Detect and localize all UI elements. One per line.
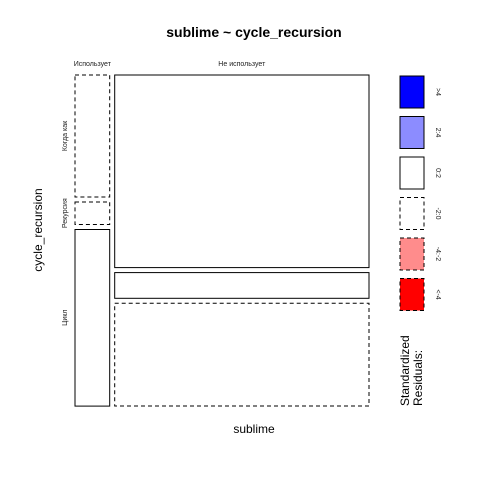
mosaic-cell-использует-когда-как bbox=[74, 74, 111, 198]
x-category-label-использует: Использует bbox=[74, 61, 112, 68]
legend-label-5: <-4 bbox=[434, 289, 441, 299]
y-category-label-рекурсия: Рекурсия bbox=[62, 198, 69, 228]
y-axis-label: cycle_recursion bbox=[31, 188, 45, 271]
legend-swatch-3 bbox=[399, 197, 425, 230]
legend-swatch-4 bbox=[399, 237, 425, 271]
legend-label-3: -2:0 bbox=[434, 207, 441, 219]
legend-swatch-2 bbox=[399, 156, 425, 190]
legend-label-2: 0:2 bbox=[434, 168, 441, 178]
x-axis-label: sublime bbox=[233, 422, 275, 436]
mosaic-cell-использует-рекурсия bbox=[74, 201, 111, 225]
legend-label-4: -4:-2 bbox=[434, 247, 441, 262]
legend-title-line-1: Residuals: bbox=[411, 350, 425, 406]
mosaic-cell-не-использует-когда-как bbox=[114, 74, 370, 269]
chart-title: sublime ~ cycle_recursion bbox=[166, 24, 341, 40]
legend-label-1: 2:4 bbox=[434, 128, 441, 138]
y-category-label-цикл: Цикл bbox=[62, 310, 69, 326]
y-category-label-когда-как: Когда как bbox=[62, 120, 69, 151]
mosaic-cell-использует-цикл bbox=[74, 229, 111, 407]
x-category-labels: Использует Не использует bbox=[74, 61, 266, 68]
legend-swatch-1 bbox=[399, 116, 425, 149]
legend-title-line-0: Standardized bbox=[398, 335, 412, 406]
mosaic-cell-не-использует-рекурсия bbox=[114, 272, 370, 299]
mosaic-cells bbox=[74, 74, 370, 407]
mosaic-cell-не-использует-цикл bbox=[114, 302, 370, 407]
legend-swatch-5 bbox=[399, 278, 425, 311]
legend: >4 2:4 0:2 -2:0 -4:-2 <-4 Standardized Residual… bbox=[398, 75, 441, 406]
legend-swatch-0 bbox=[399, 75, 425, 109]
y-category-labels: Когда как Рекурсия Цикл bbox=[62, 120, 69, 326]
legend-label-0: >4 bbox=[434, 88, 441, 96]
x-category-label-не-использует: Не использует bbox=[218, 61, 266, 68]
